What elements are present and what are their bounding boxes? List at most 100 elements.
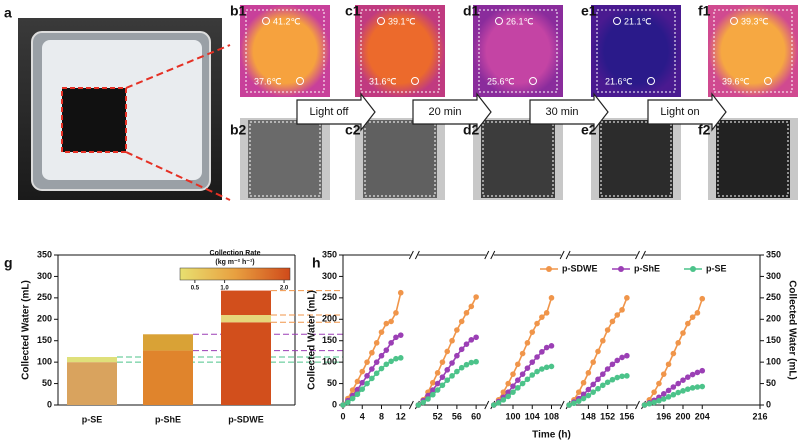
x-tick-label: 216 — [752, 411, 767, 421]
data-point — [393, 334, 399, 341]
data-point — [364, 359, 370, 365]
temperature-label: 31.6℃ — [369, 76, 397, 86]
y2-tick-label: 150 — [766, 335, 781, 345]
data-point — [364, 373, 370, 379]
axis-break — [490, 250, 496, 260]
data-point — [543, 310, 550, 316]
data-point — [656, 380, 662, 387]
data-point — [510, 389, 516, 395]
y2-axis-label: Collected Water (mL) — [786, 280, 797, 380]
temperature-label: 37.6℃ — [254, 76, 282, 86]
thermal-image — [355, 5, 445, 97]
x-tick-label: 152 — [600, 411, 615, 421]
data-point — [585, 392, 592, 399]
panel-label: f2 — [698, 122, 711, 138]
data-point — [539, 314, 545, 320]
x-tick-label: p-SDWE — [228, 414, 264, 424]
crosshair — [296, 77, 304, 85]
data-point — [505, 389, 511, 395]
data-point — [600, 382, 606, 389]
x-tick-label: 56 — [452, 411, 462, 421]
data-point — [534, 320, 540, 327]
temperature-label: 41.2℃ — [273, 16, 301, 26]
data-point — [529, 372, 536, 378]
data-point — [651, 389, 657, 395]
data-point — [529, 329, 536, 335]
thermal-image — [591, 5, 681, 97]
y-tick-label: 0 — [332, 399, 337, 409]
y-tick-label: 200 — [322, 314, 337, 324]
data-point — [651, 399, 657, 406]
data-point — [660, 396, 667, 402]
data-point — [590, 359, 596, 365]
data-point — [665, 387, 672, 394]
data-point — [585, 386, 592, 393]
axis-break — [484, 250, 490, 260]
data-point — [675, 380, 681, 387]
y-tick-label: 100 — [37, 357, 52, 367]
step-arrow — [647, 92, 727, 132]
data-point — [548, 343, 555, 349]
legend-marker — [690, 266, 696, 272]
data-point — [656, 397, 662, 404]
data-point — [505, 393, 511, 400]
data-point — [539, 349, 545, 355]
data-point — [600, 371, 606, 377]
data-point — [354, 378, 361, 385]
crosshair — [730, 17, 738, 25]
y2-tick-label: 200 — [766, 314, 781, 324]
data-point — [454, 352, 460, 359]
data-point — [694, 384, 701, 390]
data-point — [595, 385, 601, 392]
data-point — [383, 361, 390, 368]
legend-marker — [546, 266, 552, 272]
data-point — [378, 329, 385, 335]
data-point — [590, 389, 596, 395]
temperature-label: 25.6℃ — [487, 76, 515, 86]
data-point — [369, 375, 375, 382]
step-label: 20 min — [428, 106, 461, 118]
data-point — [604, 379, 611, 386]
data-point — [685, 320, 691, 327]
x-tick-label: p-SE — [82, 414, 103, 424]
data-point — [665, 361, 672, 368]
data-point — [425, 396, 431, 402]
data-point — [463, 361, 470, 368]
data-point — [614, 374, 621, 381]
data-point — [500, 389, 507, 395]
bar-segment — [143, 334, 193, 351]
crosshair — [529, 77, 537, 85]
panel-label: d1 — [463, 3, 480, 19]
data-point — [458, 364, 465, 371]
step-label: 30 min — [545, 106, 578, 118]
crosshair — [647, 77, 655, 85]
data-point — [534, 354, 540, 360]
axis-break — [635, 250, 640, 260]
colorbar-unit: (kg m⁻² h⁻¹) — [215, 259, 254, 266]
data-point — [444, 377, 451, 383]
panel-label: b2 — [230, 122, 247, 138]
bar-segment — [221, 322, 271, 405]
data-point — [354, 391, 361, 398]
x-tick-label: 156 — [619, 411, 634, 421]
panel-label: f1 — [698, 3, 711, 19]
data-point — [604, 327, 611, 333]
crosshair — [613, 17, 621, 25]
x-tick-label: 104 — [525, 411, 540, 421]
data-point — [340, 402, 346, 408]
bar-segment — [221, 290, 271, 315]
data-point — [646, 400, 653, 407]
data-point — [444, 367, 451, 373]
step-arrow — [412, 92, 492, 132]
data-point — [614, 357, 621, 364]
data-point — [619, 373, 625, 380]
colorbar-title: Collection Rate — [210, 250, 261, 257]
y-tick-label: 50 — [42, 378, 52, 388]
data-point — [439, 382, 446, 389]
data-point — [548, 363, 555, 370]
data-point — [609, 361, 616, 368]
legend-label: p-SE — [706, 263, 727, 273]
data-point — [619, 354, 625, 361]
data-point — [680, 388, 686, 394]
data-point — [449, 373, 455, 379]
